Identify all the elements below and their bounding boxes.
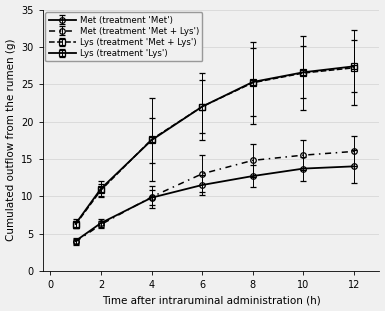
X-axis label: Time after intraruminal administration (h): Time after intraruminal administration (… (102, 295, 320, 305)
Legend: Met (treatment 'Met'), Met (treatment 'Met + Lys'), Lys (treatment 'Met + Lys'),: Met (treatment 'Met'), Met (treatment 'M… (45, 12, 203, 62)
Y-axis label: Cumulated outflow from the rumen (g): Cumulated outflow from the rumen (g) (5, 39, 15, 241)
